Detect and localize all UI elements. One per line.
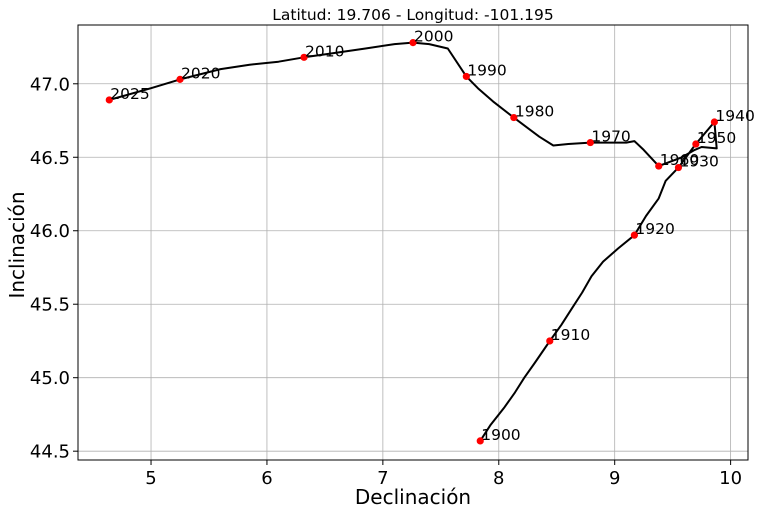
y-axis-ticks: 44.5 45.0 45.5 46.0 46.5 47.0 bbox=[30, 74, 78, 463]
point-label-2020: 2020 bbox=[181, 64, 220, 82]
data-point-1990 bbox=[462, 72, 470, 81]
x-tick-label: 5 bbox=[145, 468, 156, 489]
point-label-2025: 2025 bbox=[110, 85, 149, 103]
point-label-1930: 1930 bbox=[679, 153, 718, 171]
data-point-1980 bbox=[510, 113, 518, 122]
data-point-2000 bbox=[409, 39, 417, 47]
grid-lines bbox=[78, 25, 748, 460]
chart-title: Latitud: 19.706 - Longitud: -101.195 bbox=[272, 6, 553, 24]
x-tick-label: 10 bbox=[719, 468, 742, 489]
x-tick-label: 6 bbox=[261, 468, 272, 489]
data-point-1970 bbox=[586, 138, 594, 147]
data-point-1900 bbox=[476, 437, 484, 445]
point-label-1980: 1980 bbox=[515, 103, 554, 121]
point-label-1940: 1940 bbox=[715, 107, 754, 125]
point-label-2010: 2010 bbox=[305, 42, 344, 60]
x-axis-label: Declinación bbox=[355, 485, 471, 509]
x-tick-label: 9 bbox=[609, 468, 620, 489]
point-label-1910: 1910 bbox=[551, 326, 590, 344]
data-point-2020 bbox=[176, 75, 184, 83]
data-point-2025 bbox=[105, 96, 113, 104]
y-axis-label: Inclinación bbox=[5, 191, 29, 298]
data-series bbox=[108, 41, 718, 442]
x-tick-label: 8 bbox=[493, 468, 504, 489]
y-tick-label: 46.5 bbox=[30, 148, 70, 169]
data-point-2010 bbox=[300, 53, 308, 61]
point-label-1990: 1990 bbox=[467, 61, 506, 79]
data-point-1940 bbox=[710, 118, 718, 126]
x-axis-ticks: 5 6 7 8 9 10 bbox=[145, 460, 742, 489]
point-label-2000: 2000 bbox=[414, 28, 453, 46]
y-tick-label: 44.5 bbox=[30, 442, 70, 463]
point-label-1900: 1900 bbox=[481, 426, 520, 444]
point-label-1970: 1970 bbox=[591, 128, 630, 146]
y-tick-label: 46.0 bbox=[30, 221, 70, 242]
data-point-1950 bbox=[692, 140, 700, 148]
y-tick-label: 47.0 bbox=[30, 74, 70, 95]
x-tick-label: 7 bbox=[377, 468, 388, 489]
point-label-1950: 1950 bbox=[697, 129, 736, 147]
y-tick-label: 45.5 bbox=[30, 295, 70, 316]
data-point-1930 bbox=[674, 163, 683, 172]
point-label-1920: 1920 bbox=[635, 220, 674, 238]
plot-frame bbox=[77, 24, 749, 461]
series-line bbox=[108, 41, 718, 442]
data-point-1910 bbox=[546, 337, 554, 345]
data-point-1960 bbox=[655, 162, 663, 170]
data-points: 1900 1910 1920 1930 1940 1950 1960 1970 1980 1990… bbox=[105, 28, 755, 445]
data-point-1920 bbox=[630, 231, 639, 239]
y-tick-label: 45.0 bbox=[30, 368, 70, 389]
point-label-1960: 1960 bbox=[660, 151, 699, 169]
